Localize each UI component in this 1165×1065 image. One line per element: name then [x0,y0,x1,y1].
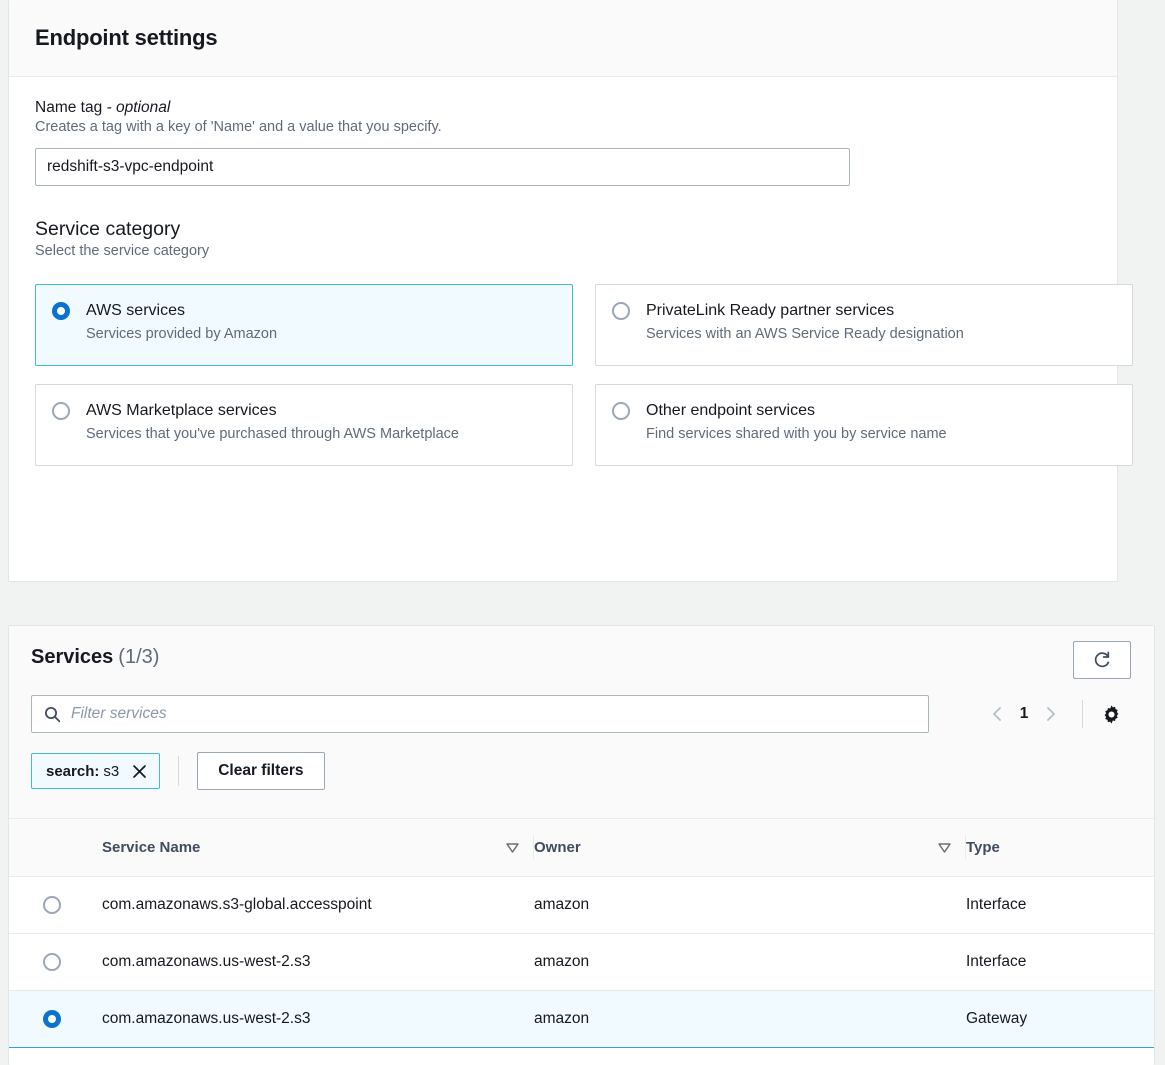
service-category-option-privatelink-partner[interactable]: PrivateLink Ready partner services Servi… [595,284,1133,366]
row-owner: amazon [534,876,966,934]
row-select-cell[interactable] [9,989,102,1048]
endpoint-settings-body: Name tag - optional Creates a tag with a… [9,77,1133,466]
option-description: Services that you've purchased through A… [86,425,459,442]
clear-filters-label: Clear filters [218,762,304,779]
close-icon [133,764,147,778]
pagination-page-number[interactable]: 1 [1019,705,1029,722]
filter-chip-search[interactable]: search: s3 [31,753,161,789]
services-title: Services [31,646,114,668]
column-header-owner[interactable]: Owner [534,819,966,877]
search-input-placeholder: Filter services [71,705,167,722]
row-select-cell[interactable] [9,876,102,934]
refresh-icon [1094,651,1110,668]
sort-descending-icon [506,843,519,853]
row-owner: amazon [534,989,966,1048]
services-table: Service Name Owner [9,819,1154,1048]
service-category-options: AWS services Services provided by Amazon… [35,284,1133,466]
sort-descending-icon [938,843,951,853]
row-select-cell[interactable] [9,933,102,991]
name-tag-input-value: redshift-s3-vpc-endpoint [47,158,214,175]
column-label: Type [966,838,1000,856]
endpoint-settings-header: Endpoint settings [9,0,1117,77]
name-tag-label-text: Name tag [35,99,103,116]
search-icon [45,706,61,722]
service-category-description: Select the service category [35,243,210,259]
filter-divider [178,756,180,786]
option-description: Find services shared with you by service… [646,425,947,442]
table-row[interactable]: com.amazonaws.us-west-2.s3 amazon Gatewa… [9,989,1154,1048]
column-header-service-name[interactable]: Service Name [102,819,534,877]
option-title: AWS Marketplace services [86,402,277,419]
name-tag-description: Creates a tag with a key of 'Name' and a… [35,119,442,135]
row-type: Interface [966,876,1154,934]
pagination-divider [1082,700,1083,728]
option-title: AWS services [86,302,185,319]
filter-chip-value: s3 [103,762,120,780]
chevron-right-icon [1047,707,1055,721]
services-header: Services (1/3) Filter services [9,626,1154,819]
row-radio-icon[interactable] [43,1009,61,1028]
gear-icon [1104,704,1119,724]
filter-chip-key: search: [46,762,100,780]
table-row[interactable]: com.amazonaws.s3-global.accesspoint amaz… [9,876,1154,934]
row-service-name: com.amazonaws.us-west-2.s3 [102,933,534,991]
row-service-name: com.amazonaws.us-west-2.s3 [102,989,534,1048]
column-header-type[interactable]: Type [966,819,1154,877]
name-tag-label: Name tag - optional [35,99,1091,117]
name-tag-input[interactable]: redshift-s3-vpc-endpoint [35,148,850,186]
name-tag-optional-text: - optional [106,99,171,116]
clear-filters-button[interactable]: Clear filters [197,752,325,790]
service-category-option-aws-services[interactable]: AWS services Services provided by Amazon [35,284,573,366]
pagination-next-button[interactable] [1032,706,1070,722]
search-input[interactable]: Filter services [31,695,929,733]
pagination-prev-button[interactable] [978,706,1016,722]
column-divider [533,835,534,859]
radio-icon[interactable] [52,402,70,420]
option-title: PrivateLink Ready partner services [646,302,895,319]
row-service-name: com.amazonaws.s3-global.accesspoint [102,876,534,934]
table-preferences-button[interactable] [1087,704,1132,725]
pagination: 1 [978,695,1132,733]
row-type: Interface [966,933,1154,991]
search-row: Filter services [31,695,929,733]
service-category-title: Service category [35,218,181,240]
table-header-row: Service Name Owner [9,819,1154,877]
service-category-option-marketplace[interactable]: AWS Marketplace services Services that y… [35,384,573,466]
column-header-select [9,819,102,877]
column-label: Owner [534,838,581,856]
option-description: Services provided by Amazon [86,325,278,342]
table-row[interactable]: com.amazonaws.us-west-2.s3 amazon Interf… [9,933,1154,991]
column-label: Service Name [102,838,201,856]
row-radio-icon[interactable] [43,895,61,914]
services-count: (1/3) [118,646,160,668]
page-title: Endpoint settings [35,25,218,50]
row-owner: amazon [534,933,966,991]
service-category-option-other-endpoint[interactable]: Other endpoint services Find services sh… [595,384,1133,466]
radio-icon[interactable] [612,302,630,320]
endpoint-settings-card: Endpoint settings Name tag - optional Cr… [8,0,1133,582]
radio-icon[interactable] [612,402,630,420]
row-type: Gateway [966,989,1154,1048]
filter-chip-remove-button[interactable] [132,764,147,779]
radio-icon[interactable] [52,302,70,320]
option-description: Services with an AWS Service Ready desig… [646,325,964,342]
services-card: Services (1/3) Filter services [8,625,1155,1065]
chevron-left-icon [993,707,1001,721]
option-title: Other endpoint services [646,402,815,419]
column-divider [965,835,966,859]
row-radio-icon[interactable] [43,952,61,971]
services-title-row: Services (1/3) [31,646,1132,669]
filter-row: search: s3 Clear filters [31,752,325,790]
refresh-button[interactable] [1073,641,1131,679]
